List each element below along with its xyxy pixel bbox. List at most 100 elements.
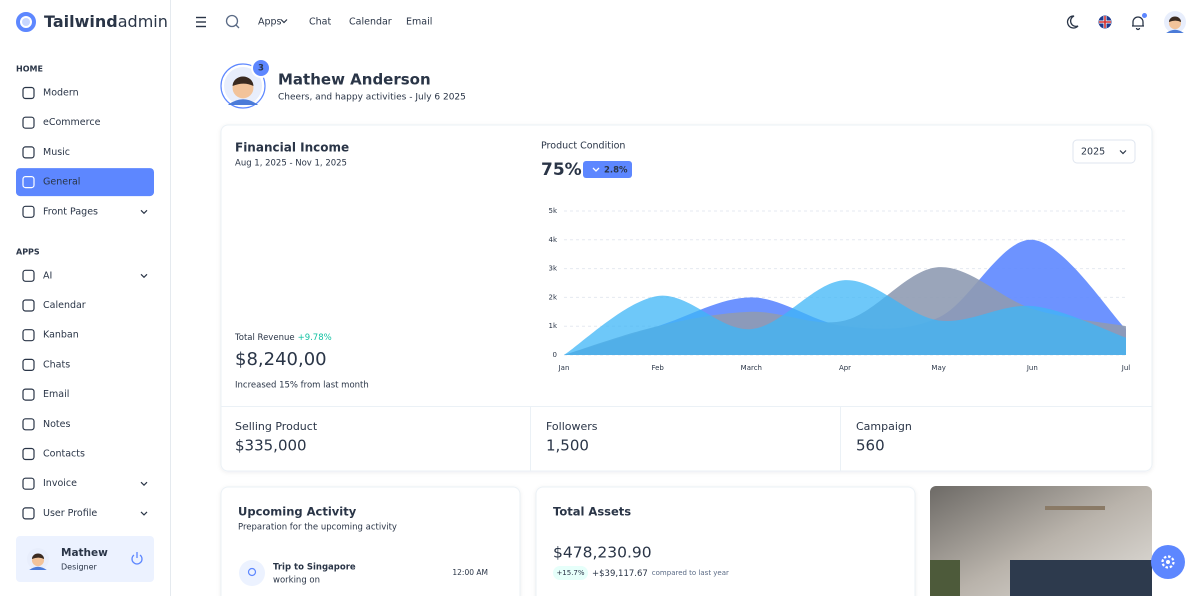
- y-tick-label: 5k: [548, 207, 557, 215]
- x-tick-label: Apr: [839, 364, 851, 372]
- assets-delta: +$39,117.67: [592, 569, 648, 579]
- nav-item[interactable]: Email: [43, 389, 69, 400]
- nav-item[interactable]: General: [43, 177, 80, 188]
- menu-toggle[interactable]: [196, 16, 206, 28]
- year-select[interactable]: [1072, 139, 1136, 164]
- profile-name: Mathew Anderson: [278, 71, 431, 89]
- activity-item-time: 12:00 AM: [452, 568, 488, 577]
- nav-item[interactable]: Chats: [43, 359, 70, 370]
- nav-icon: [22, 358, 35, 371]
- year-select-text[interactable]: 2025: [1081, 147, 1105, 158]
- search-button[interactable]: [225, 14, 240, 29]
- avatar-body: [227, 99, 259, 105]
- assets-change: +15.7%: [556, 569, 584, 577]
- brand: Tailwindadmin: [44, 12, 168, 31]
- x-tick-label: May: [931, 364, 945, 372]
- assets-note: compared to last year: [652, 569, 729, 577]
- profile-ring: [220, 63, 266, 109]
- nav-icon: [22, 477, 35, 490]
- user-avatar[interactable]: [1164, 11, 1186, 33]
- revenue-value: $8,240,00: [235, 349, 327, 370]
- top-nav-link[interactable]: Chat: [309, 17, 331, 28]
- logo: [16, 12, 36, 32]
- nav-item[interactable]: Modern: [43, 88, 79, 99]
- stat-value: 560: [856, 437, 885, 455]
- notifications[interactable]: [1132, 13, 1147, 31]
- activity-item-subtitle: working on: [273, 576, 320, 586]
- revenue-label: Total Revenue +9.78%: [234, 333, 332, 343]
- x-tick-label: March: [741, 364, 762, 372]
- nav-icon: [22, 447, 35, 461]
- profile-subtitle: Cheers, and happy activities - July 6 20…: [278, 93, 466, 103]
- chevron: [280, 19, 288, 24]
- income-title: Financial Income: [235, 141, 349, 155]
- photo-plant: [930, 560, 960, 596]
- nav-section-title: APPS: [16, 247, 40, 256]
- nav-item[interactable]: eCommerce: [43, 117, 101, 128]
- assets-title: Total Assets: [553, 505, 631, 519]
- nav-icon: [22, 299, 35, 312]
- revenue-note: Increased 15% from last month: [235, 381, 369, 391]
- y-tick-label: 0: [553, 351, 557, 359]
- nav-item[interactable]: Calendar: [43, 300, 86, 311]
- top-nav-link[interactable]: Calendar: [349, 17, 392, 28]
- stat-label: Selling Product: [235, 420, 318, 433]
- nav-active: [16, 168, 154, 197]
- stat-label: Followers: [546, 420, 598, 433]
- area: [564, 280, 1126, 355]
- user-role: Designer: [61, 563, 98, 572]
- activity-card: [220, 486, 521, 596]
- photo-shelf: [1045, 506, 1105, 510]
- brand-suffix: admin: [118, 12, 168, 31]
- x-tick-label: Jul: [1121, 364, 1131, 372]
- assets-delta-line: +$39,117.67 compared to last year: [592, 569, 729, 579]
- income-range: Aug 1, 2025 - Nov 1, 2025: [235, 159, 347, 169]
- nav-icon: [22, 176, 35, 189]
- nav-item[interactable]: Front Pages: [43, 206, 98, 217]
- activity-subtitle: Preparation for the upcoming activity: [238, 523, 397, 533]
- nav-icon: [22, 507, 35, 520]
- language-flag[interactable]: [1098, 15, 1112, 29]
- nav-item[interactable]: User Profile: [43, 508, 97, 519]
- avatar-body: [1166, 29, 1184, 33]
- nav-item[interactable]: AI: [43, 270, 52, 281]
- stat-value: 1,500: [546, 437, 589, 455]
- y-tick-label: 4k: [548, 236, 557, 244]
- nav-icon: [22, 269, 35, 282]
- chart-headline: 75%: [541, 160, 582, 180]
- nav-item[interactable]: Notes: [43, 419, 70, 430]
- x-tick-label: Jun: [1026, 364, 1038, 372]
- settings-icon-core: [1166, 560, 1170, 564]
- chevron: [140, 273, 148, 279]
- nav-item[interactable]: Invoice: [43, 478, 77, 489]
- avatar-hair: [232, 76, 254, 86]
- top-nav-link[interactable]: Apps: [258, 17, 282, 28]
- top-nav-link[interactable]: Email: [406, 17, 432, 28]
- nav-icon: [22, 116, 35, 129]
- revenue-label-text: Total Revenue: [234, 333, 295, 343]
- revenue-change: +9.78%: [298, 333, 332, 343]
- profile-badge: [251, 58, 271, 78]
- nav-icon: [22, 418, 35, 431]
- nav-icon: [22, 329, 35, 342]
- theme-toggle[interactable]: [1066, 15, 1079, 29]
- nav-section-title: HOME: [16, 65, 43, 74]
- assets-value: $478,230.90: [553, 544, 652, 562]
- brand-name: Tailwind: [44, 12, 118, 31]
- nav-item[interactable]: Music: [43, 147, 70, 158]
- chart-title: Product Condition: [541, 141, 625, 152]
- assets-card: [535, 486, 916, 596]
- nav-icon: [22, 86, 35, 100]
- settings-icon: [1161, 555, 1175, 569]
- nav-icon: [22, 388, 35, 401]
- chevron: [140, 481, 148, 487]
- activity-pin: [247, 567, 257, 577]
- nav-item[interactable]: Contacts: [43, 449, 85, 460]
- logout-icon[interactable]: [131, 552, 143, 565]
- y-tick-label: 3k: [548, 265, 557, 273]
- assets-change-pill: [553, 566, 588, 580]
- nav-item[interactable]: Kanban: [43, 330, 79, 341]
- chevron: [140, 511, 148, 516]
